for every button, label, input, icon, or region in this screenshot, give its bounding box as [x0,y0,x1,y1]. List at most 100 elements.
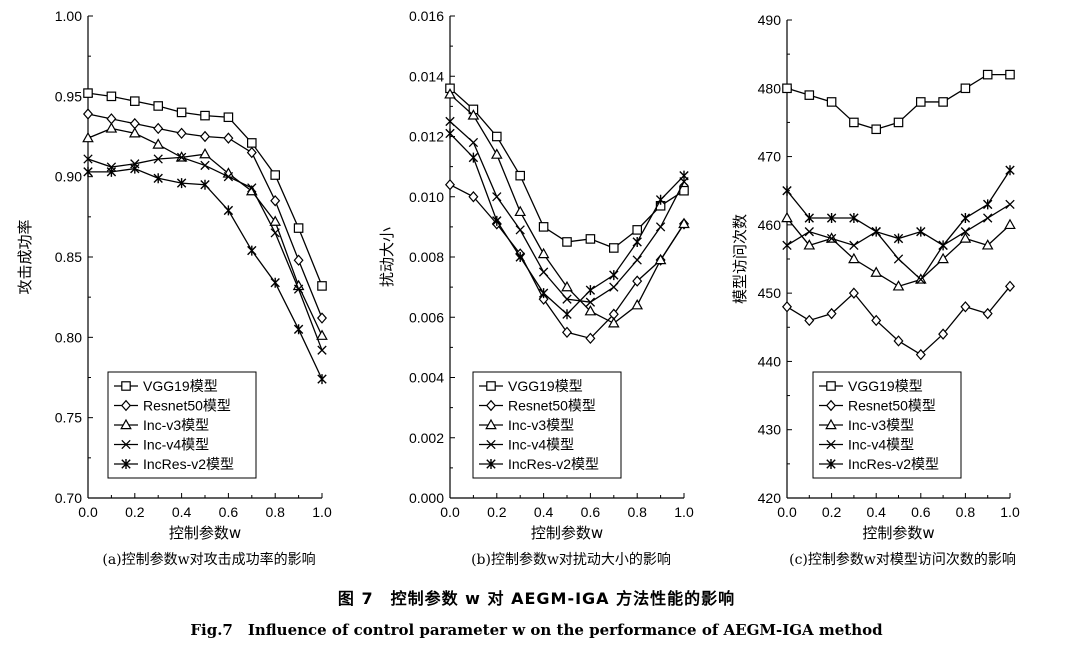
x-tick-label: 0.6 [911,504,931,520]
data-point [515,252,525,262]
series-5 [83,163,327,385]
legend-item: Resnet50模型 [819,398,936,414]
data-point [316,329,328,340]
data-point [585,297,596,307]
legend-label: IncRes-v2模型 [848,456,939,472]
series-5 [782,165,1015,251]
data-point [849,240,859,251]
data-point [678,217,690,229]
x-axis-label: 控制参数w [531,524,603,542]
triangle-icon [825,418,837,430]
data-point [492,192,502,202]
y-tick-label: 0.008 [409,249,444,265]
data-point [960,83,971,94]
y-tick-label: 0.016 [409,8,444,24]
figure-caption-en: Fig.7 Influence of control parameter w o… [190,621,883,639]
data-point [893,233,904,244]
x-icon [826,439,836,450]
legend-label: Inc-v4模型 [508,437,574,453]
data-point [562,326,572,339]
data-point [152,138,165,149]
data-point [269,215,282,226]
x-tick-label: 1.0 [312,504,332,520]
data-point [200,160,210,171]
y-tick-label: 0.010 [409,189,444,205]
data-point [223,172,234,182]
data-point [562,294,572,304]
data-point [468,191,479,203]
square-icon [121,381,131,391]
data-point [105,122,118,133]
data-point [782,185,792,196]
legend-label: Inc-v3模型 [848,417,914,433]
series-5 [445,128,689,320]
legend-label: Resnet50模型 [508,398,596,414]
data-point [938,328,949,340]
data-point [538,267,549,277]
y-tick-label: 0.006 [409,309,444,325]
data-point [490,148,503,159]
x-icon [486,439,496,450]
data-point [153,101,163,111]
series-2 [83,108,327,324]
data-point [561,280,573,292]
data-point [826,233,837,244]
x-tick-label: 0.6 [581,504,601,520]
diamond-icon [121,399,131,412]
data-point [632,275,643,287]
series-line [87,113,323,319]
legend-label: VGG19模型 [508,378,583,394]
data-point [538,293,549,305]
data-point [609,270,619,281]
data-point [223,132,234,144]
data-point [585,332,596,345]
data-point [153,122,164,135]
legend-item: Resnet50模型 [479,398,596,414]
data-point [562,309,572,320]
x-tick-label: 1.0 [674,504,694,520]
y-tick-label: 0.90 [55,169,82,185]
data-point [960,213,971,224]
data-point [608,243,619,253]
data-point [849,117,859,128]
data-point [826,213,837,224]
y-tick-label: 0.70 [55,490,82,506]
data-point [129,117,140,130]
y-tick-label: 490 [758,12,782,28]
data-point [916,226,926,237]
y-tick-label: 460 [758,217,782,233]
data-point [293,223,304,233]
data-point [983,213,993,223]
y-tick-label: 0.75 [55,410,82,426]
diamond-icon [486,399,496,412]
diamond-icon [826,399,836,412]
data-point [1005,280,1015,293]
data-point [981,239,994,250]
data-point [782,240,792,251]
data-point [609,282,619,292]
data-point [584,304,597,316]
legend-label: Inc-v3模型 [143,417,209,433]
data-point [781,211,793,223]
data-point [106,166,117,177]
legend: VGG19模型 Resnet50模型 Inc-v3模型 Inc-v4模型 IncRes-… [812,371,962,479]
x-tick-label: 0.2 [822,504,842,520]
data-point [892,280,905,291]
x-axis-label: 控制参数w [169,524,241,542]
data-point [916,274,926,285]
data-point [83,166,93,177]
y-tick-label: 0.014 [409,68,444,84]
y-tick-label: 450 [758,285,782,301]
data-point [492,215,502,226]
legend-item: Inc-v3模型 [819,417,914,433]
data-point [959,232,972,243]
data-point [848,287,859,299]
square-icon [826,381,836,391]
x-tick-label: 1.0 [1000,504,1020,520]
data-point [654,253,667,265]
series-line [449,120,685,303]
x-tick-label: 0.6 [219,504,239,520]
square-icon [486,381,496,391]
data-point [514,205,527,217]
data-point [468,137,479,148]
